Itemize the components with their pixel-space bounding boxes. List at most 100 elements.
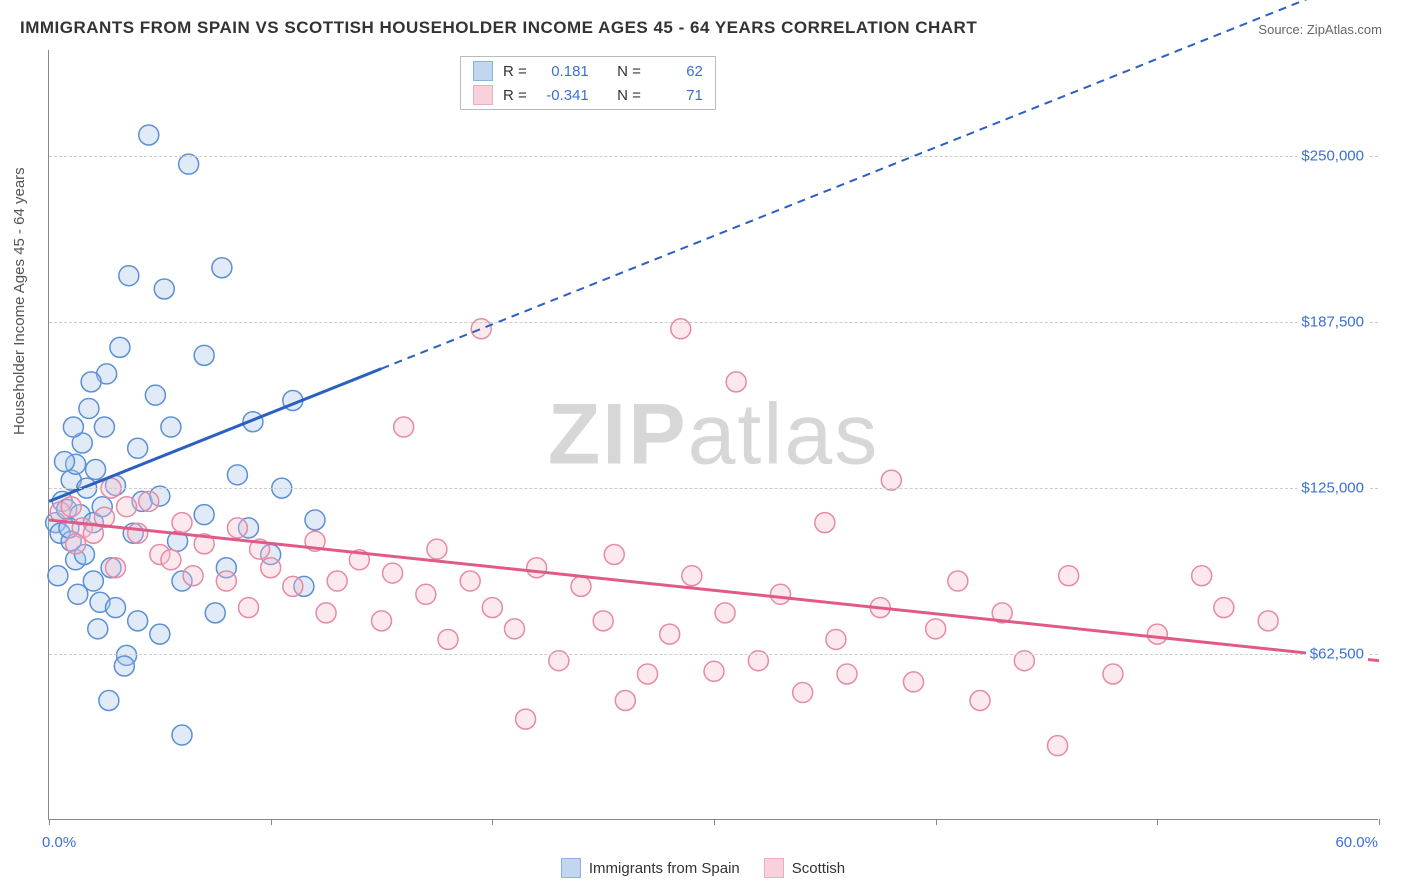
data-point-scottish (161, 550, 181, 570)
data-point-scottish (826, 629, 846, 649)
data-point-scottish (715, 603, 735, 623)
data-point-scottish (904, 672, 924, 692)
swatch-bottom-spain (561, 858, 581, 878)
data-point-scottish (1059, 566, 1079, 586)
data-point-scottish (183, 566, 203, 586)
x-tick (1157, 819, 1158, 825)
data-point-scottish (227, 518, 247, 538)
data-point-spain (99, 691, 119, 711)
y-tick-label: $250,000 (1297, 148, 1368, 165)
x-tick-label-min: 0.0% (42, 834, 76, 851)
correlation-legend: R =0.181 N =62R =-0.341 N =71 (460, 56, 716, 110)
data-point-scottish (505, 619, 525, 639)
correlation-row-scottish: R =-0.341 N =71 (461, 83, 715, 107)
data-point-spain (145, 385, 165, 405)
data-point-scottish (793, 683, 813, 703)
data-point-spain (48, 566, 68, 586)
data-point-spain (305, 510, 325, 530)
data-point-scottish (660, 624, 680, 644)
data-point-spain (194, 505, 214, 525)
r-label: R = (503, 87, 527, 104)
data-point-spain (128, 611, 148, 631)
data-point-scottish (926, 619, 946, 639)
n-value-spain: 62 (651, 63, 703, 80)
data-point-spain (194, 345, 214, 365)
data-point-scottish (172, 513, 192, 533)
trend-line-scottish (49, 520, 1379, 661)
r-value-scottish: -0.341 (537, 87, 589, 104)
y-tick-label: $187,500 (1297, 314, 1368, 331)
data-point-spain (119, 266, 139, 286)
source-attribution: Source: ZipAtlas.com (1258, 22, 1382, 37)
correlation-row-spain: R =0.181 N =62 (461, 59, 715, 83)
data-point-scottish (815, 513, 835, 533)
data-point-spain (94, 417, 114, 437)
x-tick (936, 819, 937, 825)
n-value-scottish: 71 (651, 87, 703, 104)
data-point-spain (114, 656, 134, 676)
gridline (49, 654, 1378, 655)
data-point-scottish (416, 584, 436, 604)
data-point-scottish (438, 629, 458, 649)
legend-label-scottish: Scottish (792, 860, 845, 877)
data-point-scottish (704, 661, 724, 681)
data-point-spain (63, 417, 83, 437)
data-point-spain (205, 603, 225, 623)
data-point-scottish (394, 417, 414, 437)
source-label: Source: (1258, 22, 1303, 37)
swatch-bottom-scottish (764, 858, 784, 878)
data-point-scottish (837, 664, 857, 684)
data-point-spain (161, 417, 181, 437)
data-point-spain (86, 460, 106, 480)
data-point-spain (139, 125, 159, 145)
data-point-scottish (682, 566, 702, 586)
data-point-scottish (604, 544, 624, 564)
data-point-scottish (1103, 664, 1123, 684)
data-point-spain (172, 725, 192, 745)
legend-item-spain: Immigrants from Spain (561, 858, 740, 878)
gridline (49, 156, 1378, 157)
data-point-scottish (106, 558, 126, 578)
data-point-scottish (327, 571, 347, 591)
data-point-scottish (372, 611, 392, 631)
data-point-spain (154, 279, 174, 299)
data-point-scottish (117, 497, 137, 517)
data-point-spain (79, 398, 99, 418)
n-label: N = (617, 63, 641, 80)
data-point-scottish (216, 571, 236, 591)
x-tick-label-max: 60.0% (1335, 834, 1378, 851)
chart-svg (49, 50, 1378, 819)
series-legend: Immigrants from Spain Scottish (0, 858, 1406, 882)
data-point-scottish (316, 603, 336, 623)
data-point-scottish (771, 584, 791, 604)
data-point-spain (110, 337, 130, 357)
plot-area: ZIPatlas $62,500$125,000$187,500$250,000 (48, 50, 1378, 820)
data-point-scottish (1048, 736, 1068, 756)
data-point-scottish (128, 523, 148, 543)
data-point-spain (106, 598, 126, 618)
gridline (49, 322, 1378, 323)
x-tick (49, 819, 50, 825)
data-point-scottish (460, 571, 480, 591)
swatch-spain (473, 61, 493, 81)
legend-item-scottish: Scottish (764, 858, 845, 878)
data-point-scottish (593, 611, 613, 631)
data-point-spain (55, 452, 75, 472)
data-point-scottish (427, 539, 447, 559)
chart-title: IMMIGRANTS FROM SPAIN VS SCOTTISH HOUSEH… (20, 18, 977, 38)
data-point-spain (150, 624, 170, 644)
data-point-scottish (571, 576, 591, 596)
source-link[interactable]: ZipAtlas.com (1307, 22, 1382, 37)
r-label: R = (503, 63, 527, 80)
gridline (49, 488, 1378, 489)
data-point-scottish (239, 598, 259, 618)
data-point-scottish (1214, 598, 1234, 618)
data-point-scottish (527, 558, 547, 578)
swatch-scottish (473, 85, 493, 105)
data-point-scottish (615, 691, 635, 711)
data-point-scottish (482, 598, 502, 618)
x-tick (714, 819, 715, 825)
x-tick (1379, 819, 1380, 825)
data-point-spain (212, 258, 232, 278)
x-tick (271, 819, 272, 825)
